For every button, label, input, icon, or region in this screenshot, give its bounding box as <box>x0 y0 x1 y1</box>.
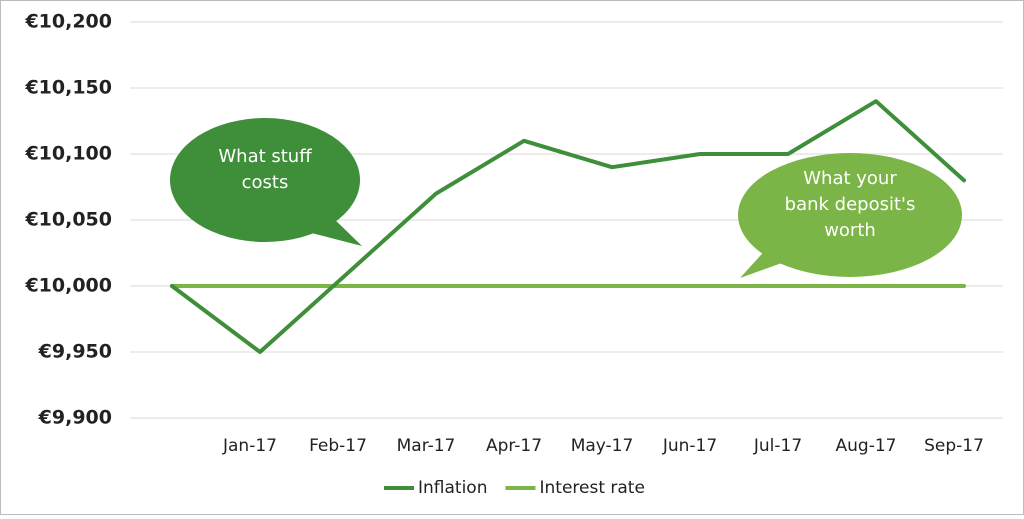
annotation-text: What stuff <box>218 146 312 167</box>
y-tick-label: €10,150 <box>24 77 112 99</box>
speech-bubble <box>738 153 962 277</box>
x-tick-label: Mar-17 <box>397 436 456 456</box>
y-tick-label: €9,950 <box>38 341 112 363</box>
x-tick-label: May-17 <box>571 436 634 456</box>
y-tick-label: €10,000 <box>24 275 112 297</box>
x-tick-label: Apr-17 <box>486 436 542 456</box>
annotation-text: bank deposit's <box>785 194 916 215</box>
legend-label: Inflation <box>418 478 487 498</box>
x-tick-label: Feb-17 <box>309 436 367 456</box>
series-line <box>170 99 966 354</box>
annotation-text: worth <box>824 220 876 241</box>
legend-label: Interest rate <box>539 478 644 498</box>
x-tick-label: Aug-17 <box>836 436 897 456</box>
y-tick-label: €10,050 <box>24 209 112 231</box>
annotation-text: What your <box>803 168 897 189</box>
x-tick-label: Jun-17 <box>662 436 717 456</box>
speech-bubble <box>170 118 360 242</box>
x-tick-label: Sep-17 <box>924 436 984 456</box>
y-tick-label: €10,100 <box>24 143 112 165</box>
x-tick-label: Jan-17 <box>222 436 277 456</box>
y-tick-label: €9,900 <box>38 407 112 429</box>
y-tick-label: €10,200 <box>24 11 112 33</box>
annotation-text: costs <box>242 172 289 193</box>
x-tick-label: Jul-17 <box>753 436 802 456</box>
